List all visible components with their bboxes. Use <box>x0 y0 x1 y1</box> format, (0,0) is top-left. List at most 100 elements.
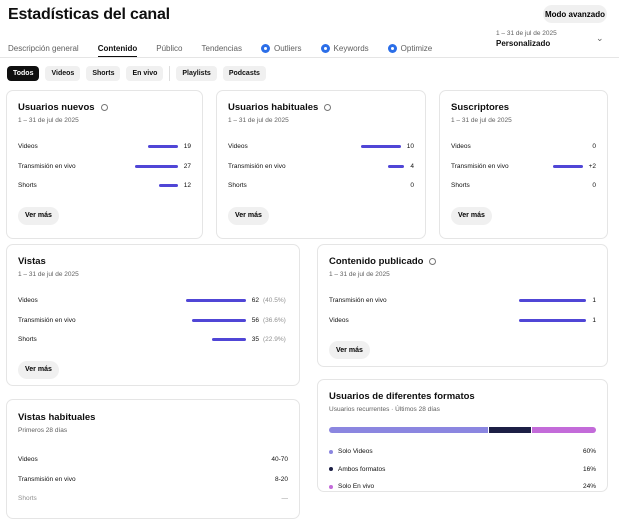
tab-overview[interactable]: Descripción general <box>8 40 79 57</box>
metric-row: Videos 19 <box>18 137 191 157</box>
metric-bar <box>191 318 246 322</box>
metric-label: Shorts <box>18 336 37 344</box>
metric-rows: Videos 40-70 Transmisión en vivo 8-20 Shorts… <box>18 450 288 509</box>
tab-outliers[interactable]: Outliers <box>260 40 302 57</box>
metric-bar <box>158 184 178 188</box>
tab-label: Keywords <box>333 44 369 53</box>
metric-value: 40-70 <box>271 456 288 464</box>
chip-en-vivo[interactable]: En vivo <box>126 66 164 81</box>
metric-value: 10 <box>406 143 414 151</box>
advanced-mode-button[interactable]: Modo avanzado <box>543 5 607 23</box>
chip-todos[interactable]: Todos <box>7 66 40 81</box>
chip-videos[interactable]: Videos <box>45 66 81 81</box>
card-usuarios-formatos: Usuarios de diferentes formatos Usuarios … <box>317 379 608 492</box>
tab-label: Contenido <box>97 44 138 53</box>
tab-label: Descripción general <box>8 44 79 53</box>
date-range[interactable]: 1 – 31 de jul de 2025 <box>496 30 557 37</box>
card-title: Contenido publicado <box>329 256 596 267</box>
ver-mas-button[interactable]: Ver más <box>451 206 492 225</box>
chip-separator <box>169 66 171 81</box>
legend-dot-icon <box>329 484 333 489</box>
tab-content[interactable]: Contenido <box>97 40 138 58</box>
ver-mas-button[interactable]: Ver más <box>18 206 59 225</box>
filter-chips: Todos Videos Shorts En vivo Playlists Po… <box>7 66 266 81</box>
metric-row: Videos 62 (40.5%) <box>18 291 288 311</box>
info-icon[interactable] <box>324 104 332 111</box>
chip-shorts[interactable]: Shorts <box>86 66 121 81</box>
chevron-down-icon[interactable]: ⌄ <box>596 33 604 43</box>
ver-mas-button[interactable]: Ver más <box>18 360 59 379</box>
stacked-segment <box>329 427 488 433</box>
metric-value: 0 <box>592 143 596 151</box>
metric-row: Transmisión en vivo 27 <box>18 157 191 177</box>
card-vistas: Vistas 1 – 31 de jul de 2025 Videos 62 (40.5… <box>6 244 300 386</box>
metric-row: Videos 1 <box>329 311 596 331</box>
chip-playlists[interactable]: Playlists <box>176 66 217 81</box>
tab-audience[interactable]: Público <box>156 40 182 57</box>
metric-label: Transmisión en vivo <box>329 297 387 305</box>
metric-value: +2 <box>588 162 596 170</box>
card-subtitle: 1 – 31 de jul de 2025 <box>18 117 79 124</box>
metric-percent: (40.5%) <box>263 297 286 305</box>
ver-mas-button[interactable]: Ver más <box>329 341 370 359</box>
legend-item: Ambos formatos 16% <box>329 461 596 479</box>
metric-label: Videos <box>18 456 38 464</box>
metric-rows: Videos 19 Transmisión en vivo 27 Shorts 12 <box>18 137 191 196</box>
stacked-segment <box>532 427 596 433</box>
metric-row: Transmisión en vivo 8-20 <box>18 470 288 490</box>
metric-bar <box>134 164 178 168</box>
metric-row: Transmisión en vivo 56 (36.6%) <box>18 311 288 331</box>
card-title-text: Vistas <box>18 256 46 267</box>
metric-value: 56 <box>251 316 259 324</box>
stacked-bar <box>329 427 596 433</box>
metric-row: Shorts 0 <box>451 176 596 196</box>
metric-bar <box>185 299 246 303</box>
metric-value: 1 <box>592 316 596 324</box>
card-title-text: Usuarios nuevos <box>18 102 95 113</box>
info-icon[interactable] <box>100 104 108 111</box>
legend-dot-icon <box>329 467 333 472</box>
card-title: Usuarios nuevos <box>18 102 191 113</box>
stacked-segment <box>489 427 532 433</box>
metric-percent: (22.9%) <box>263 336 286 344</box>
legend-value: 24% <box>582 483 596 491</box>
card-title-text: Usuarios de diferentes formatos <box>329 391 475 402</box>
metric-value: 0 <box>410 182 414 190</box>
tab-keywords[interactable]: Keywords <box>320 40 369 57</box>
legend-label: Ambos formatos <box>338 465 386 473</box>
card-title-text: Contenido publicado <box>329 256 424 267</box>
card-title: Usuarios de diferentes formatos <box>329 391 596 402</box>
metric-value: 0 <box>592 182 596 190</box>
period-selector[interactable]: Personalizado <box>496 39 551 48</box>
metric-row: Transmisión en vivo 4 <box>228 157 414 177</box>
metric-row: Videos 0 <box>451 137 596 157</box>
metric-bar <box>388 164 405 168</box>
metric-label: Videos <box>451 143 471 151</box>
legend: Solo Videos 60% Ambos formatos 16% Solo En v… <box>329 443 596 496</box>
metric-rows: Videos 62 (40.5%) Transmisión en vivo 56 (36.… <box>18 291 288 350</box>
metric-label: Shorts <box>228 182 247 190</box>
metric-row: Videos 40-70 <box>18 450 288 470</box>
tab-trends[interactable]: Tendencias <box>202 40 242 57</box>
metric-value: 35 <box>251 336 259 344</box>
extension-icon <box>260 44 270 53</box>
tab-label: Público <box>156 44 183 53</box>
legend-value: 60% <box>582 448 596 456</box>
info-icon[interactable] <box>429 258 437 265</box>
metric-row: Shorts — <box>18 489 288 509</box>
metric-label: Transmisión en vivo <box>451 162 509 170</box>
legend-label: Solo En vivo <box>338 483 375 491</box>
metric-label: Transmisión en vivo <box>18 162 76 170</box>
metric-row: Shorts 0 <box>228 176 414 196</box>
metric-row: Transmisión en vivo 1 <box>329 291 596 311</box>
metric-percent: (36.6%) <box>263 316 286 324</box>
legend-label: Solo Videos <box>338 448 373 456</box>
chip-podcasts[interactable]: Podcasts <box>222 66 266 81</box>
metric-label: Transmisión en vivo <box>18 316 76 324</box>
tab-optimize[interactable]: Optimize <box>387 40 432 57</box>
metric-value: 27 <box>183 162 191 170</box>
ver-mas-button[interactable]: Ver más <box>228 206 269 225</box>
metric-rows: Videos 0 Transmisión en vivo +2 Shorts 0 <box>451 137 596 196</box>
metric-rows: Transmisión en vivo 1 Videos 1 <box>329 291 596 330</box>
legend-value: 16% <box>582 465 596 473</box>
